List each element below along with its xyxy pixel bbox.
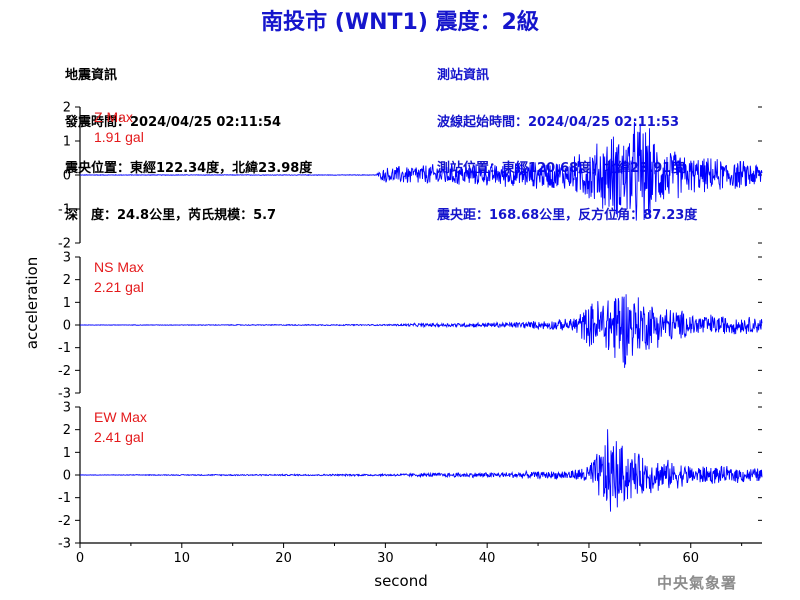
distance-azimuth: 震央距：168.68公里，反方位角：87.23度 xyxy=(437,207,698,223)
y-tick-label: -3 xyxy=(58,537,71,552)
y-tick-label: -3 xyxy=(58,387,71,402)
station-info-heading: 測站資訊 xyxy=(437,68,490,83)
max-value: 2.21 gal xyxy=(94,279,144,295)
y-tick-label: -1 xyxy=(58,203,71,218)
y-tick-label: -1 xyxy=(58,491,71,506)
chart-title: 南投市 (WNT1) 震度：2級 xyxy=(261,10,539,35)
max-label: Z Max xyxy=(94,109,133,125)
waveform-z xyxy=(80,121,763,221)
panel-z: -2 -1 0 1 2 Z Max 1.91 gal xyxy=(58,101,763,252)
epicenter: 震央位置：東經122.34度，北緯23.98度 xyxy=(65,161,313,176)
max-label: EW Max xyxy=(94,409,147,425)
y-tick-label: -2 xyxy=(58,364,71,379)
y-tick-label: -2 xyxy=(58,514,71,529)
y-axis-label: acceleration xyxy=(23,257,41,349)
y-tick-label: 0 xyxy=(63,169,71,184)
panel-ew: -3 -2 -1 0 1 2 3 EW Max 2.41 gal xyxy=(58,401,763,552)
panel-ns: -3 -2 -1 0 1 2 3 NS Max 2.21 gal xyxy=(58,251,763,402)
y-tick-label: 1 xyxy=(63,446,71,461)
max-value: 1.91 gal xyxy=(94,129,144,145)
x-axis-label: second xyxy=(374,572,428,590)
y-tick-label: 2 xyxy=(63,101,71,116)
max-label: NS Max xyxy=(94,259,144,275)
y-tick-label: 0 xyxy=(63,319,71,334)
x-tick-label: 10 xyxy=(174,551,191,566)
x-tick-label: 0 xyxy=(76,551,84,566)
y-tick-label: 2 xyxy=(63,273,71,288)
x-tick-label: 50 xyxy=(581,551,598,566)
waveform-ns xyxy=(79,294,763,368)
y-tick-label: 1 xyxy=(63,296,71,311)
depth-magnitude: 深 度：24.8公里，芮氏規模：5.7 xyxy=(65,207,277,223)
y-tick-label: -1 xyxy=(58,341,71,356)
wave-start-time: 波線起始時間：2024/04/25 02:11:53 xyxy=(437,114,680,130)
credit-label: 中央氣象署 xyxy=(657,574,738,592)
event-info-heading: 地震資訊 xyxy=(65,68,118,83)
x-tick-label: 20 xyxy=(275,551,292,566)
max-value: 2.41 gal xyxy=(94,429,144,445)
y-tick-label: 3 xyxy=(63,251,71,266)
x-tick-label: 60 xyxy=(682,551,699,566)
origin-time: 發震時間：2024/04/25 02:11:54 xyxy=(65,114,282,130)
y-tick-label: 2 xyxy=(63,423,71,438)
y-tick-label: -2 xyxy=(58,237,71,252)
y-tick-label: 3 xyxy=(63,401,71,416)
y-tick-label: 0 xyxy=(63,469,71,484)
x-tick-label: 30 xyxy=(377,551,394,566)
y-tick-label: 1 xyxy=(63,135,71,150)
x-tick-label: 40 xyxy=(479,551,496,566)
event-info: 地震資訊 發震時間：2024/04/25 02:11:54 震央位置：東經122… xyxy=(65,37,312,239)
waveform-ew xyxy=(79,429,763,512)
